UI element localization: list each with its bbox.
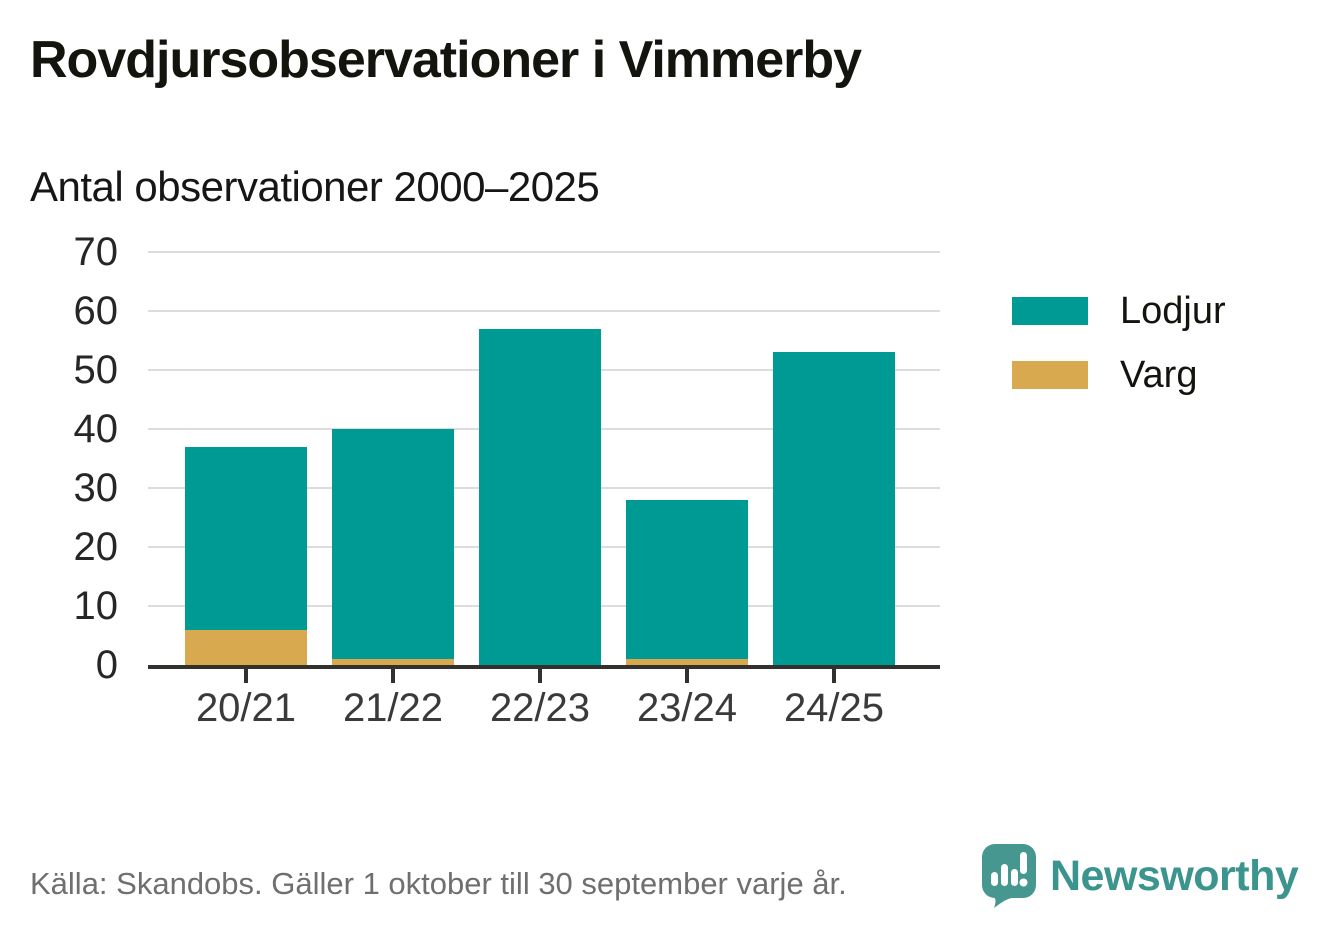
x-tick-label: 20/21 xyxy=(195,686,297,730)
x-axis-tick xyxy=(832,669,836,683)
x-tick-label: 22/23 xyxy=(489,686,591,730)
y-tick-label: 30 xyxy=(73,466,119,510)
y-tick-label: 40 xyxy=(73,407,119,451)
x-tick-label: 21/22 xyxy=(342,686,444,730)
legend-label: Lodjur xyxy=(1120,290,1226,332)
y-axis-labels: 0 10 20 30 40 50 60 70 xyxy=(0,232,119,685)
y-tick-label: 50 xyxy=(73,348,119,392)
bar-20-21-varg xyxy=(185,629,307,665)
bar-23-24-lodjur xyxy=(626,499,748,660)
x-axis-tick xyxy=(244,669,248,683)
x-axis-tick xyxy=(391,669,395,683)
legend-item-varg: Varg xyxy=(1012,356,1226,394)
y-tick-label: 60 xyxy=(73,289,119,333)
chart-subtitle: Antal observationer 2000–2025 xyxy=(30,163,600,210)
gridline-70 xyxy=(148,251,940,253)
bar-20-21-lodjur xyxy=(185,446,307,630)
legend: Lodjur Varg xyxy=(1012,292,1226,420)
bar-21-22-varg xyxy=(332,659,454,665)
newsworthy-wordmark: Newsworthy xyxy=(1050,851,1299,900)
bar-23-24-varg xyxy=(626,659,748,665)
newsworthy-logo: Newsworthy xyxy=(980,843,1299,909)
y-tick-label: 70 xyxy=(73,230,119,274)
x-axis-line xyxy=(148,665,940,669)
x-axis-tick xyxy=(538,669,542,683)
legend-swatch-varg xyxy=(1012,361,1088,389)
plot-area xyxy=(148,251,940,683)
bar-24-25-lodjur xyxy=(773,352,895,665)
y-tick-label: 10 xyxy=(73,584,119,628)
newsworthy-logo-icon xyxy=(982,844,1036,908)
y-tick-label: 20 xyxy=(73,525,119,569)
y-tick-label: 0 xyxy=(95,643,118,687)
bar-22-23-lodjur xyxy=(479,328,601,665)
gridline-60 xyxy=(148,310,940,312)
bar-21-22-lodjur xyxy=(332,429,454,660)
legend-swatch-lodjur xyxy=(1012,297,1088,325)
legend-item-lodjur: Lodjur xyxy=(1012,292,1226,330)
x-tick-label: 23/24 xyxy=(636,686,738,730)
chart-title: Rovdjursobservationer i Vimmerby xyxy=(30,31,862,89)
legend-label: Varg xyxy=(1120,354,1198,396)
x-axis-labels: 20/21 21/22 22/23 23/24 24/25 xyxy=(148,686,940,736)
x-tick-label: 24/25 xyxy=(783,686,885,730)
source-note: Källa: Skandobs. Gäller 1 oktober till 3… xyxy=(30,866,847,901)
x-axis-tick xyxy=(685,669,689,683)
